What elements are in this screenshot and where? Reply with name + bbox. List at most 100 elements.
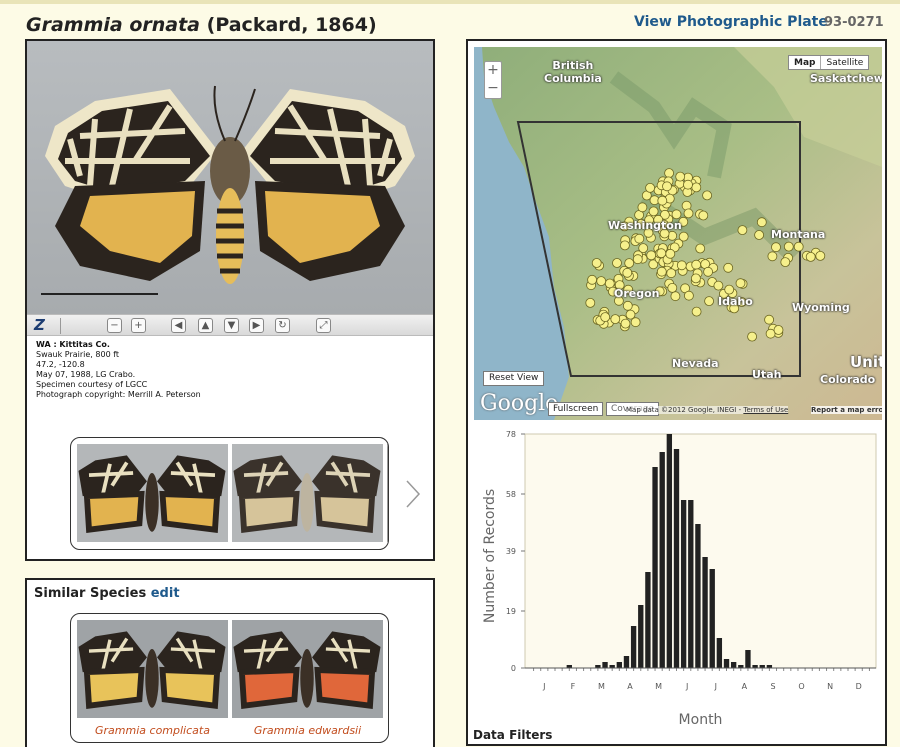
chart-bar[interactable]: [638, 605, 644, 668]
record-point[interactable]: [756, 217, 767, 228]
chart-bar[interactable]: [602, 662, 608, 668]
record-point[interactable]: [691, 259, 702, 270]
pan-down-icon[interactable]: ▼: [224, 318, 239, 333]
record-point[interactable]: [622, 300, 633, 311]
record-point[interactable]: [695, 243, 706, 254]
record-point[interactable]: [698, 210, 709, 221]
record-point[interactable]: [815, 250, 826, 261]
reset-view-button[interactable]: Reset View: [483, 371, 545, 386]
record-point[interactable]: [793, 241, 804, 252]
chart-bar[interactable]: [752, 665, 758, 668]
record-point[interactable]: [625, 309, 636, 320]
record-point[interactable]: [662, 181, 672, 192]
record-point[interactable]: [585, 297, 596, 308]
chart-bar[interactable]: [759, 665, 765, 668]
record-point[interactable]: [664, 168, 675, 178]
chart-bar[interactable]: [673, 449, 680, 668]
record-point[interactable]: [591, 258, 602, 268]
thumbnail-dorsal[interactable]: [77, 444, 228, 542]
fullscreen-icon[interactable]: ⤢: [316, 318, 331, 333]
record-point[interactable]: [654, 286, 665, 297]
record-point[interactable]: [724, 284, 735, 295]
record-point[interactable]: [704, 296, 715, 307]
record-point[interactable]: [620, 318, 631, 329]
chart-bar[interactable]: [566, 665, 572, 668]
reset-icon[interactable]: ↻: [275, 318, 290, 333]
similar-thumbnail-complicata[interactable]: [77, 620, 228, 718]
thumbnail-partial[interactable]: [387, 444, 388, 542]
record-point[interactable]: [690, 273, 701, 284]
record-point[interactable]: [764, 314, 775, 325]
chart-bar[interactable]: [745, 650, 751, 668]
chart-bar[interactable]: [730, 662, 737, 668]
record-point[interactable]: [683, 290, 694, 301]
chart-bar[interactable]: [680, 500, 687, 668]
record-point[interactable]: [596, 276, 607, 287]
record-point[interactable]: [610, 314, 621, 325]
record-point[interactable]: [614, 280, 625, 291]
record-point[interactable]: [783, 241, 794, 252]
record-point[interactable]: [666, 268, 677, 279]
record-point[interactable]: [637, 202, 648, 213]
record-point[interactable]: [659, 228, 670, 239]
record-point[interactable]: [729, 303, 740, 314]
record-point[interactable]: [645, 182, 656, 193]
map-type-satellite-button[interactable]: Satellite: [826, 58, 864, 68]
record-point[interactable]: [765, 328, 776, 339]
similar-thumbnail-edwardsii[interactable]: [232, 620, 383, 718]
chart-bar[interactable]: [659, 452, 665, 668]
chart-bar[interactable]: [723, 659, 730, 668]
record-point[interactable]: [691, 182, 702, 193]
chevron-right-icon[interactable]: [403, 479, 423, 509]
record-point[interactable]: [636, 218, 647, 229]
record-point[interactable]: [638, 243, 649, 254]
record-point[interactable]: [653, 214, 664, 225]
record-point[interactable]: [767, 251, 778, 262]
record-point[interactable]: [780, 257, 791, 268]
chart-bar[interactable]: [688, 500, 694, 668]
record-point[interactable]: [723, 262, 734, 273]
similar-species-name[interactable]: Grammia edwardsii: [253, 724, 362, 737]
record-point[interactable]: [773, 325, 784, 335]
view-plate-link[interactable]: View Photographic Plate: [634, 14, 828, 30]
record-point[interactable]: [691, 306, 702, 317]
fullscreen-button[interactable]: Fullscreen: [548, 402, 604, 416]
chart-bar[interactable]: [716, 638, 723, 668]
record-point[interactable]: [648, 206, 659, 217]
report-map-error-link[interactable]: Report a map error: [811, 406, 882, 414]
specimen-photo[interactable]: [27, 41, 433, 314]
record-point[interactable]: [747, 331, 758, 342]
chart-bar[interactable]: [609, 665, 615, 668]
chart-bar[interactable]: [666, 434, 673, 668]
record-point[interactable]: [600, 312, 611, 323]
record-point[interactable]: [675, 171, 686, 182]
record-point[interactable]: [713, 280, 724, 291]
edit-link[interactable]: edit: [150, 586, 180, 601]
record-point[interactable]: [737, 225, 748, 236]
record-point[interactable]: [613, 295, 624, 306]
similar-species-name[interactable]: Grammia complicata: [95, 724, 210, 737]
record-point[interactable]: [683, 179, 693, 190]
record-point[interactable]: [676, 260, 687, 271]
record-point[interactable]: [670, 291, 681, 302]
record-point[interactable]: [702, 190, 713, 201]
record-point[interactable]: [665, 248, 676, 259]
record-point[interactable]: [624, 258, 635, 269]
map-type-map-button[interactable]: Map: [789, 56, 822, 69]
record-point[interactable]: [619, 221, 630, 232]
record-point[interactable]: [646, 250, 657, 261]
pan-right-icon[interactable]: ▶: [249, 318, 264, 333]
record-point[interactable]: [630, 317, 641, 328]
record-point[interactable]: [648, 259, 659, 270]
record-point[interactable]: [604, 278, 615, 289]
chart-bar[interactable]: [695, 524, 701, 668]
record-point[interactable]: [656, 266, 667, 277]
record-point[interactable]: [622, 267, 633, 278]
record-point[interactable]: [634, 233, 645, 244]
thumbnail-ventral[interactable]: [232, 444, 383, 542]
zoom-in-icon[interactable]: +: [131, 318, 146, 333]
chart-bar[interactable]: [595, 665, 601, 668]
record-point[interactable]: [736, 297, 747, 307]
record-point[interactable]: [587, 274, 597, 285]
record-point[interactable]: [659, 209, 670, 220]
